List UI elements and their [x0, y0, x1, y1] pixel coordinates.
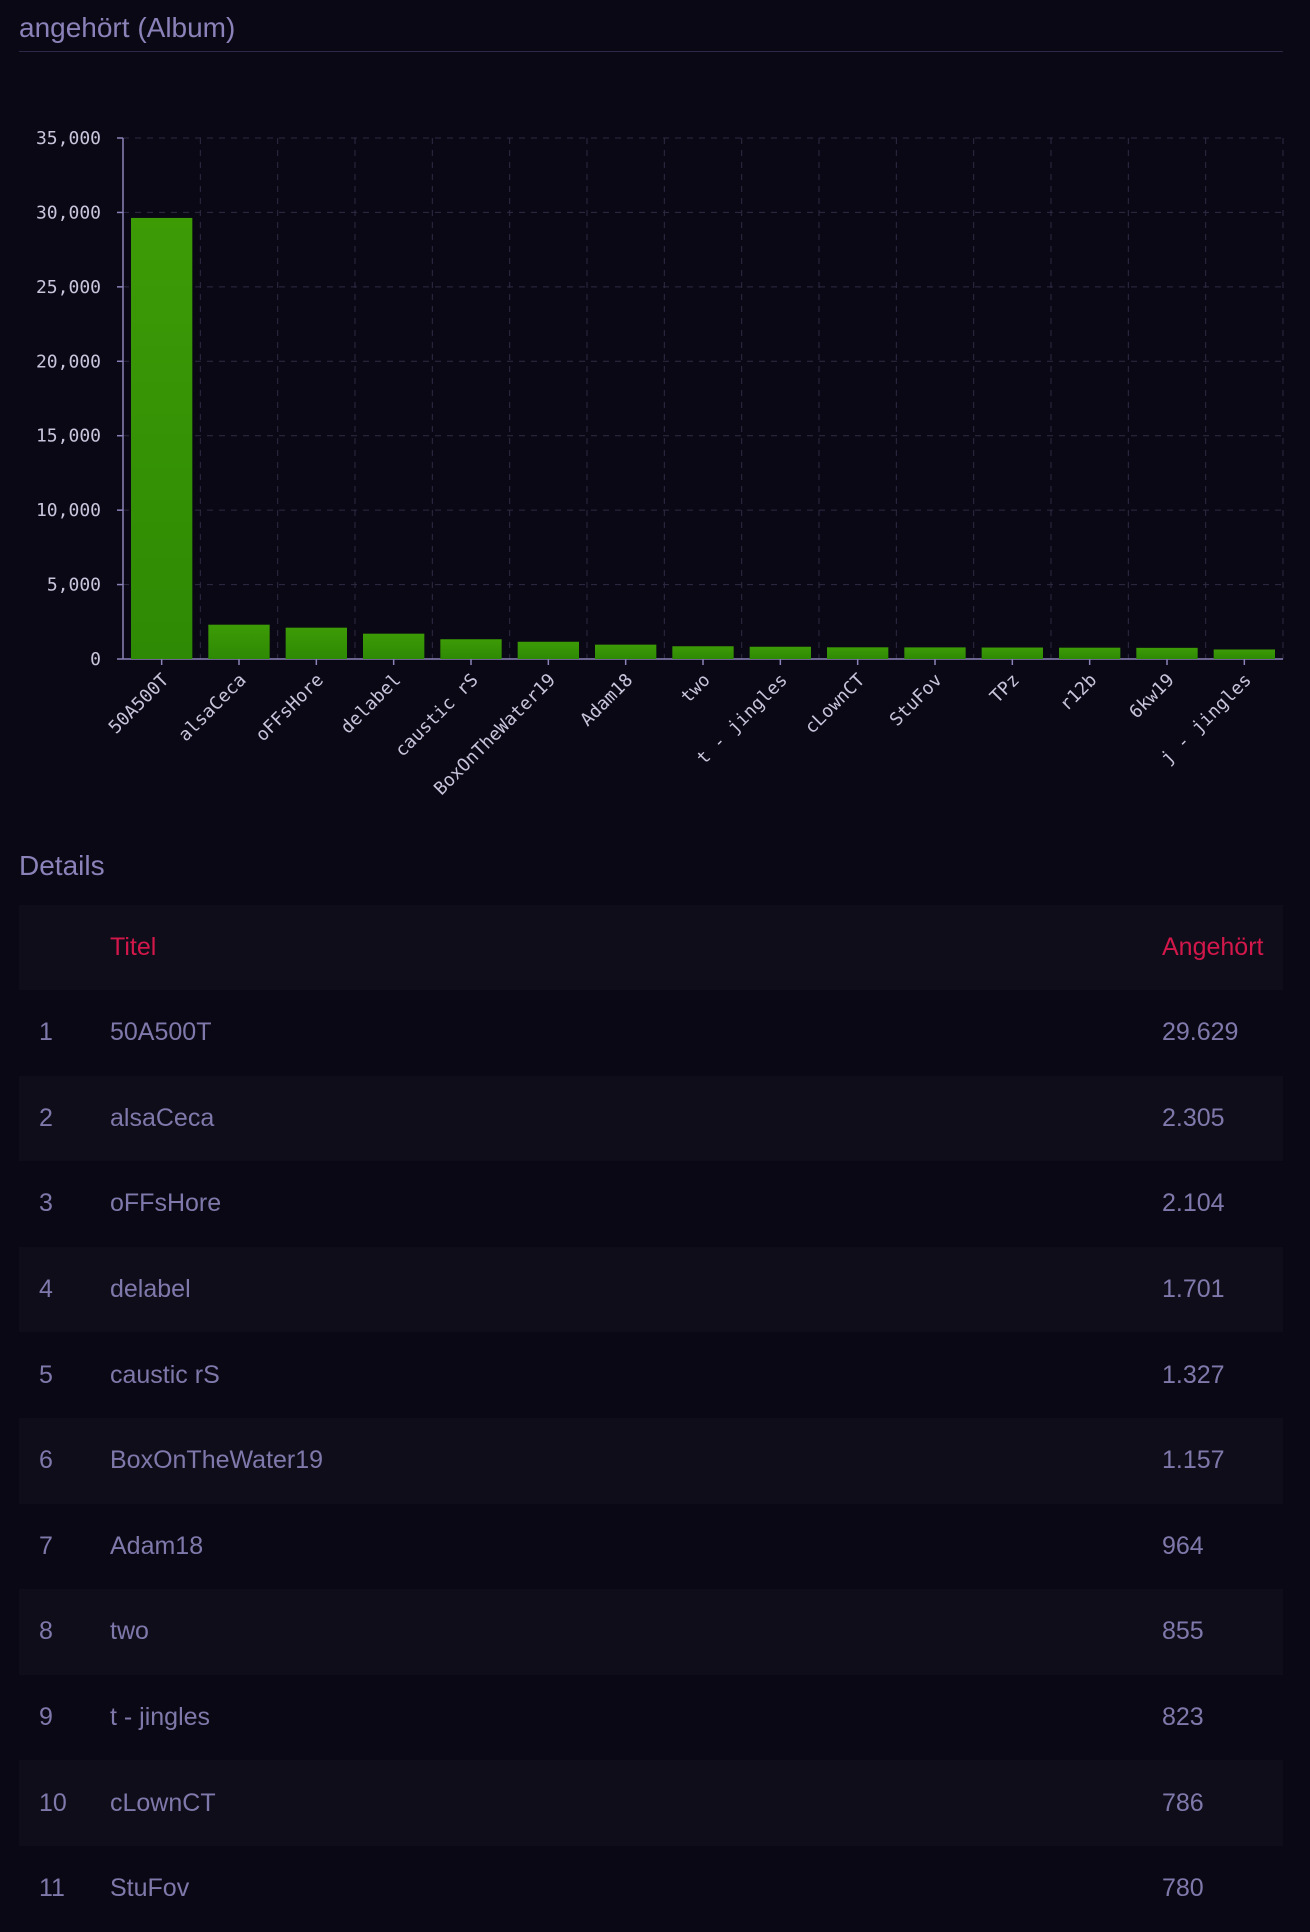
title-cell: caustic rS: [109, 1332, 1161, 1418]
count-cell: 2.104: [1161, 1161, 1283, 1247]
table-body: 1 50A500T 29.629 2 alsaCeca 2.305 3 oFFsHore 2.1…: [19, 990, 1283, 1932]
title-cell: oFFsHore: [109, 1161, 1161, 1247]
page: angehört (Album) 0 5,000 10,000 15,000 20,00…: [0, 10, 1310, 1903]
rank-cell: 5: [19, 1332, 109, 1418]
count-cell: 1.327: [1161, 1332, 1283, 1418]
x-tick-label: Adam18: [576, 670, 637, 731]
x-tick-label: r12b: [1056, 670, 1102, 716]
bar: [208, 624, 270, 659]
count-cell: 1.701: [1161, 1246, 1283, 1333]
x-tick-label: StuFov: [886, 670, 947, 731]
count-cell: 855: [1161, 1589, 1283, 1675]
bar: [440, 639, 502, 659]
x-tick-label: 6kw19: [1125, 670, 1178, 723]
details-table: Titel Angehört 1 50A500T 29.629 2 alsaCeca 2.…: [19, 905, 1283, 1932]
chart-svg: 0 5,000 10,000 15,000 20,000 25,000 30,000 35,0…: [36, 128, 1284, 799]
table-row[interactable]: 10 cLownCT 786: [19, 1760, 1283, 1846]
count-cell: 780: [1161, 1845, 1283, 1932]
y-tick-label: 20,000: [36, 351, 101, 372]
bar: [1136, 647, 1198, 659]
table-row[interactable]: 3 oFFsHore 2.104: [19, 1161, 1283, 1247]
table-row[interactable]: 6 BoxOnTheWater19 1.157: [19, 1417, 1283, 1504]
rank-header[interactable]: [19, 905, 109, 990]
bar: [131, 217, 193, 659]
table-row[interactable]: 8 two 855: [19, 1589, 1283, 1675]
bar: [595, 644, 657, 659]
bar: [1059, 647, 1121, 659]
title-cell: StuFov: [109, 1845, 1161, 1932]
y-tick-label: 15,000: [36, 426, 101, 447]
rank-cell: 6: [19, 1417, 109, 1504]
table-row[interactable]: 1 50A500T 29.629: [19, 990, 1283, 1076]
x-tick-label: TPz: [986, 670, 1024, 708]
bar-chart: 0 5,000 10,000 15,000 20,000 25,000 30,000 35,0…: [0, 110, 1310, 830]
count-cell: 1.157: [1161, 1417, 1283, 1504]
x-tick-label: alsaCeca: [174, 670, 250, 746]
y-tick-label: 5,000: [47, 575, 101, 596]
title-header[interactable]: Titel: [109, 905, 1161, 990]
table-row[interactable]: 4 delabel 1.701: [19, 1246, 1283, 1333]
rank-cell: 11: [19, 1845, 109, 1932]
bar: [672, 646, 734, 659]
table-row[interactable]: 2 alsaCeca 2.305: [19, 1075, 1283, 1162]
table-row[interactable]: 7 Adam18 964: [19, 1503, 1283, 1590]
table-row[interactable]: 11 StuFov 780: [19, 1845, 1283, 1932]
rank-cell: 10: [19, 1760, 109, 1846]
count-cell: 29.629: [1161, 990, 1283, 1076]
bar: [749, 646, 811, 659]
bar: [363, 633, 425, 659]
rank-cell: 9: [19, 1674, 109, 1761]
y-tick-label: 30,000: [36, 202, 101, 223]
count-cell: 823: [1161, 1674, 1283, 1761]
x-tick-label: delabel: [337, 670, 405, 738]
x-tick-label: oFFsHore: [252, 670, 328, 746]
title-cell: alsaCeca: [109, 1075, 1161, 1162]
rank-cell: 8: [19, 1589, 109, 1675]
bar: [827, 647, 889, 659]
title-cell: t - jingles: [109, 1674, 1161, 1761]
rank-cell: 7: [19, 1503, 109, 1590]
title-cell: cLownCT: [109, 1760, 1161, 1846]
title-cell: Adam18: [109, 1503, 1161, 1590]
bar: [904, 647, 966, 659]
y-tick-label: 0: [90, 649, 101, 670]
rank-cell: 4: [19, 1246, 109, 1333]
bar: [981, 647, 1043, 659]
title-cell: BoxOnTheWater19: [109, 1417, 1161, 1504]
y-tick-label: 10,000: [36, 500, 101, 521]
title-cell: delabel: [109, 1246, 1161, 1333]
rank-cell: 1: [19, 990, 109, 1076]
bar: [517, 641, 579, 659]
title-cell: two: [109, 1589, 1161, 1675]
x-tick-label: two: [677, 670, 715, 708]
count-cell: 2.305: [1161, 1075, 1283, 1162]
bar: [285, 627, 347, 659]
count-header[interactable]: Angehört: [1161, 905, 1283, 990]
table-row[interactable]: 5 caustic rS 1.327: [19, 1332, 1283, 1418]
details-title: Details: [19, 850, 105, 881]
y-tick-label: 25,000: [36, 277, 101, 298]
bar: [1213, 649, 1275, 659]
title-cell: 50A500T: [109, 990, 1161, 1076]
rank-cell: 3: [19, 1161, 109, 1247]
count-cell: 964: [1161, 1503, 1283, 1590]
count-cell: 786: [1161, 1760, 1283, 1846]
rank-cell: 2: [19, 1075, 109, 1162]
x-tick-label: cLownCT: [801, 670, 870, 739]
y-tick-label: 35,000: [36, 128, 101, 149]
section-title: angehört (Album): [19, 10, 1283, 52]
x-tick-label: 50A500T: [105, 670, 174, 739]
table-header-row: Titel Angehört: [19, 905, 1283, 990]
